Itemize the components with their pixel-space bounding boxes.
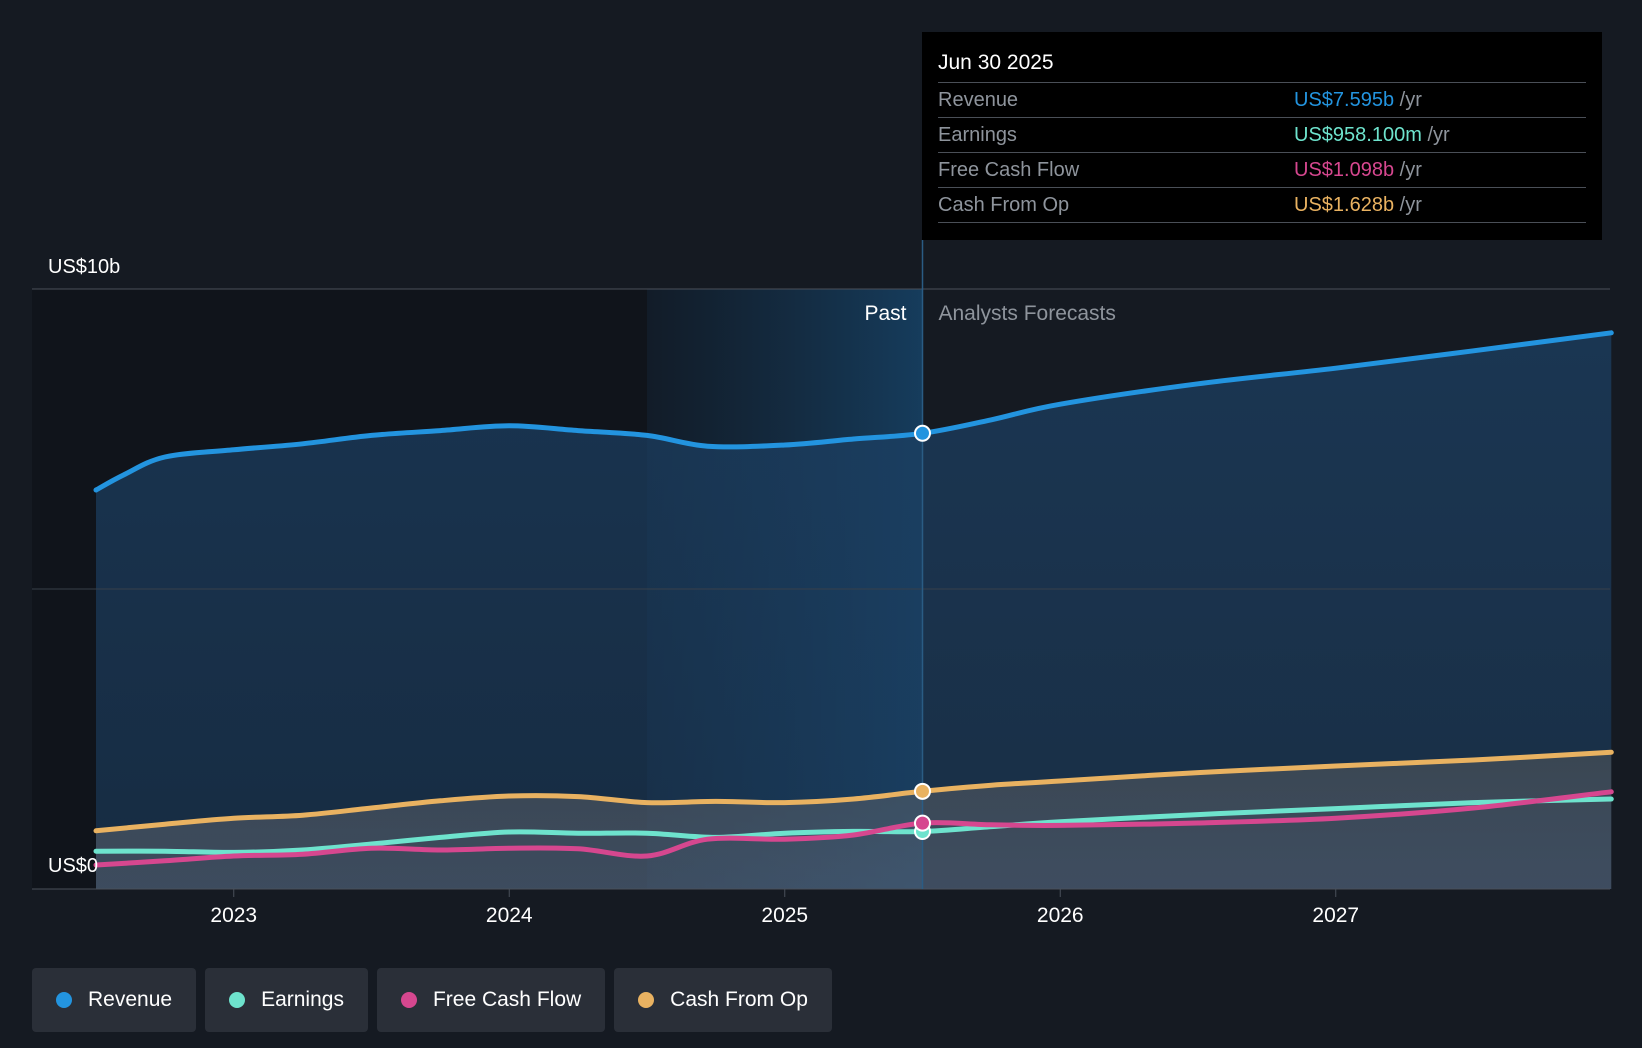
tooltip-value: US$1.628b xyxy=(1294,194,1395,216)
revenue-line xyxy=(93,330,1614,493)
tooltip-value: US$958.100m xyxy=(1294,124,1422,146)
earnings-dot-icon xyxy=(229,992,246,1008)
tooltip-row-earnings: Earnings US$958.100m /yr xyxy=(938,118,1586,153)
free-cash-flow-dot-icon xyxy=(400,992,417,1008)
earnings-line xyxy=(93,796,1614,855)
tooltip-unit: /yr xyxy=(1399,194,1422,216)
tooltip-unit: /yr xyxy=(1399,89,1422,111)
tooltip: Jun 30 2025 Revenue US$7.595b /yr Earnin… xyxy=(922,32,1602,240)
tooltip-unit: /yr xyxy=(1399,159,1422,181)
legend-label: Revenue xyxy=(88,988,173,1011)
x-tick-label: 2023 xyxy=(210,904,257,927)
tooltip-date: Jun 30 2025 xyxy=(938,46,1586,83)
tooltip-label: Free Cash Flow xyxy=(938,159,1080,181)
legend-label: Free Cash Flow xyxy=(432,988,582,1011)
forecast-label: Analysts Forecasts xyxy=(939,302,1116,325)
tooltip-value: US$1.098b xyxy=(1294,159,1395,181)
tooltip-unit: /yr xyxy=(1427,124,1450,146)
revenue-marker[interactable] xyxy=(914,424,931,442)
cash-from-op-marker[interactable] xyxy=(914,782,931,800)
tooltip-label: Cash From Op xyxy=(938,194,1070,216)
x-tick-label: 2025 xyxy=(761,904,808,927)
y-axis-bottom-label: US$0 xyxy=(48,855,98,877)
tooltip-label: Revenue xyxy=(938,89,1019,111)
cash-from-op-line xyxy=(93,749,1614,834)
cash-from-op-dot-icon xyxy=(638,992,655,1008)
revenue-area xyxy=(96,332,1612,889)
x-tick-label: 2027 xyxy=(1312,904,1359,927)
legend-item-earnings[interactable]: Earnings xyxy=(205,968,368,1032)
revenue-dot-icon xyxy=(56,992,72,1008)
tooltip-row-revenue: Revenue US$7.595b /yr xyxy=(938,83,1586,118)
free-cash-flow-marker[interactable] xyxy=(914,814,931,832)
x-tick-label: 2024 xyxy=(486,904,533,927)
legend-label: Cash From Op xyxy=(670,988,808,1011)
y-axis-top-label: US$10b xyxy=(48,256,120,278)
lower-area xyxy=(96,752,1612,889)
legend-item-free-cash-flow[interactable]: Free Cash Flow xyxy=(376,968,606,1032)
tooltip-row-cash-from-op: Cash From Op US$1.628b /yr xyxy=(938,188,1586,223)
legend-label: Earnings xyxy=(261,988,344,1011)
tooltip-value: US$7.595b xyxy=(1294,89,1395,111)
legend-item-cash-from-op[interactable]: Cash From Op xyxy=(614,968,832,1032)
x-tick-label: 2026 xyxy=(1037,904,1084,927)
tooltip-label: Earnings xyxy=(938,124,1017,146)
free-cash-flow-line xyxy=(93,789,1614,868)
tooltip-row-free-cash-flow: Free Cash Flow US$1.098b /yr xyxy=(938,153,1586,188)
legend: Revenue Earnings Free Cash Flow Cash Fro… xyxy=(32,968,832,1032)
past-label: Past xyxy=(864,302,906,325)
legend-item-revenue[interactable]: Revenue xyxy=(32,968,197,1032)
